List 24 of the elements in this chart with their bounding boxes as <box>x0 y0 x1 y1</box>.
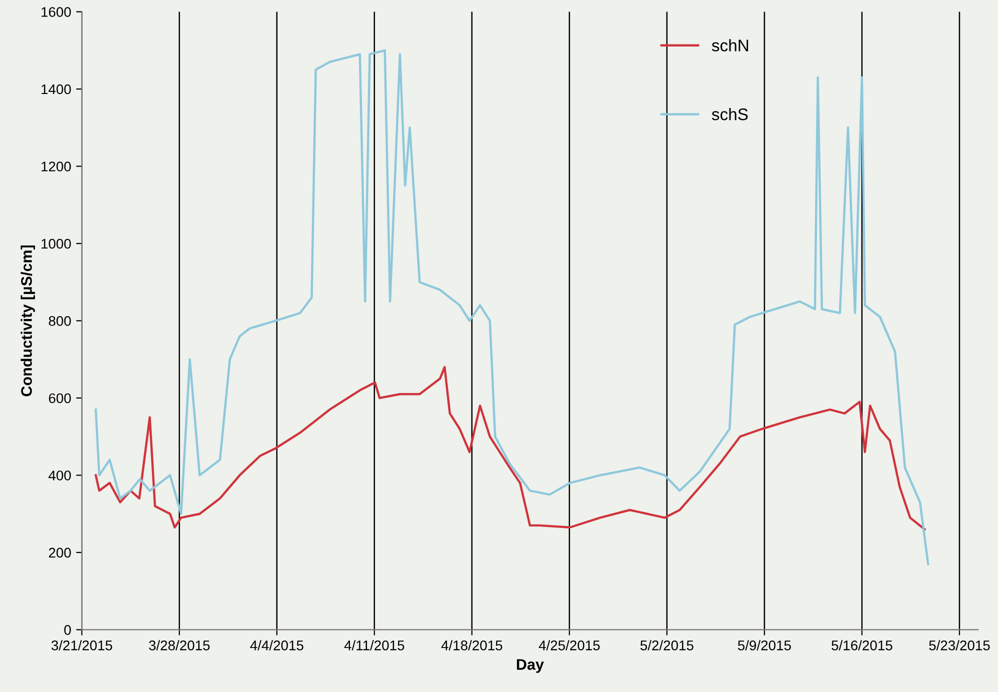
x-axis-title: Day <box>516 659 544 673</box>
x-tick-label: 4/25/2015 <box>538 640 600 650</box>
x-tick-label: 5/23/2015 <box>929 640 990 650</box>
y-axis-title: Conductivity [µS/cm] <box>20 245 35 396</box>
y-tick-label: 1200 <box>42 162 71 172</box>
x-tick-label: 5/16/2015 <box>832 640 892 650</box>
x-tick-label: 4/18/2015 <box>441 640 502 650</box>
y-tick-label: 200 <box>48 548 71 558</box>
x-tick-label: 4/11/2015 <box>344 640 404 650</box>
line-series <box>94 366 926 530</box>
y-tick-label: 400 <box>48 470 71 480</box>
x-tick-label: 4/4/2015 <box>250 640 304 650</box>
x-tick-label: 5/2/2015 <box>640 640 694 650</box>
y-tick-label: 1000 <box>42 238 71 249</box>
legend-label: schS <box>712 108 748 120</box>
x-tick-label: 3/28/2015 <box>148 640 210 650</box>
y-tick-label: 600 <box>48 393 71 404</box>
y-tick-label: 1600 <box>42 7 71 17</box>
y-tick-label: 800 <box>48 316 71 326</box>
legend-label: schN <box>712 39 748 52</box>
x-tick-label: 3/21/2015 <box>51 640 112 650</box>
y-tick-label: 1400 <box>42 84 71 94</box>
x-tick-label: 5/9/2015 <box>738 640 791 650</box>
y-tick-label: 0 <box>64 625 71 635</box>
